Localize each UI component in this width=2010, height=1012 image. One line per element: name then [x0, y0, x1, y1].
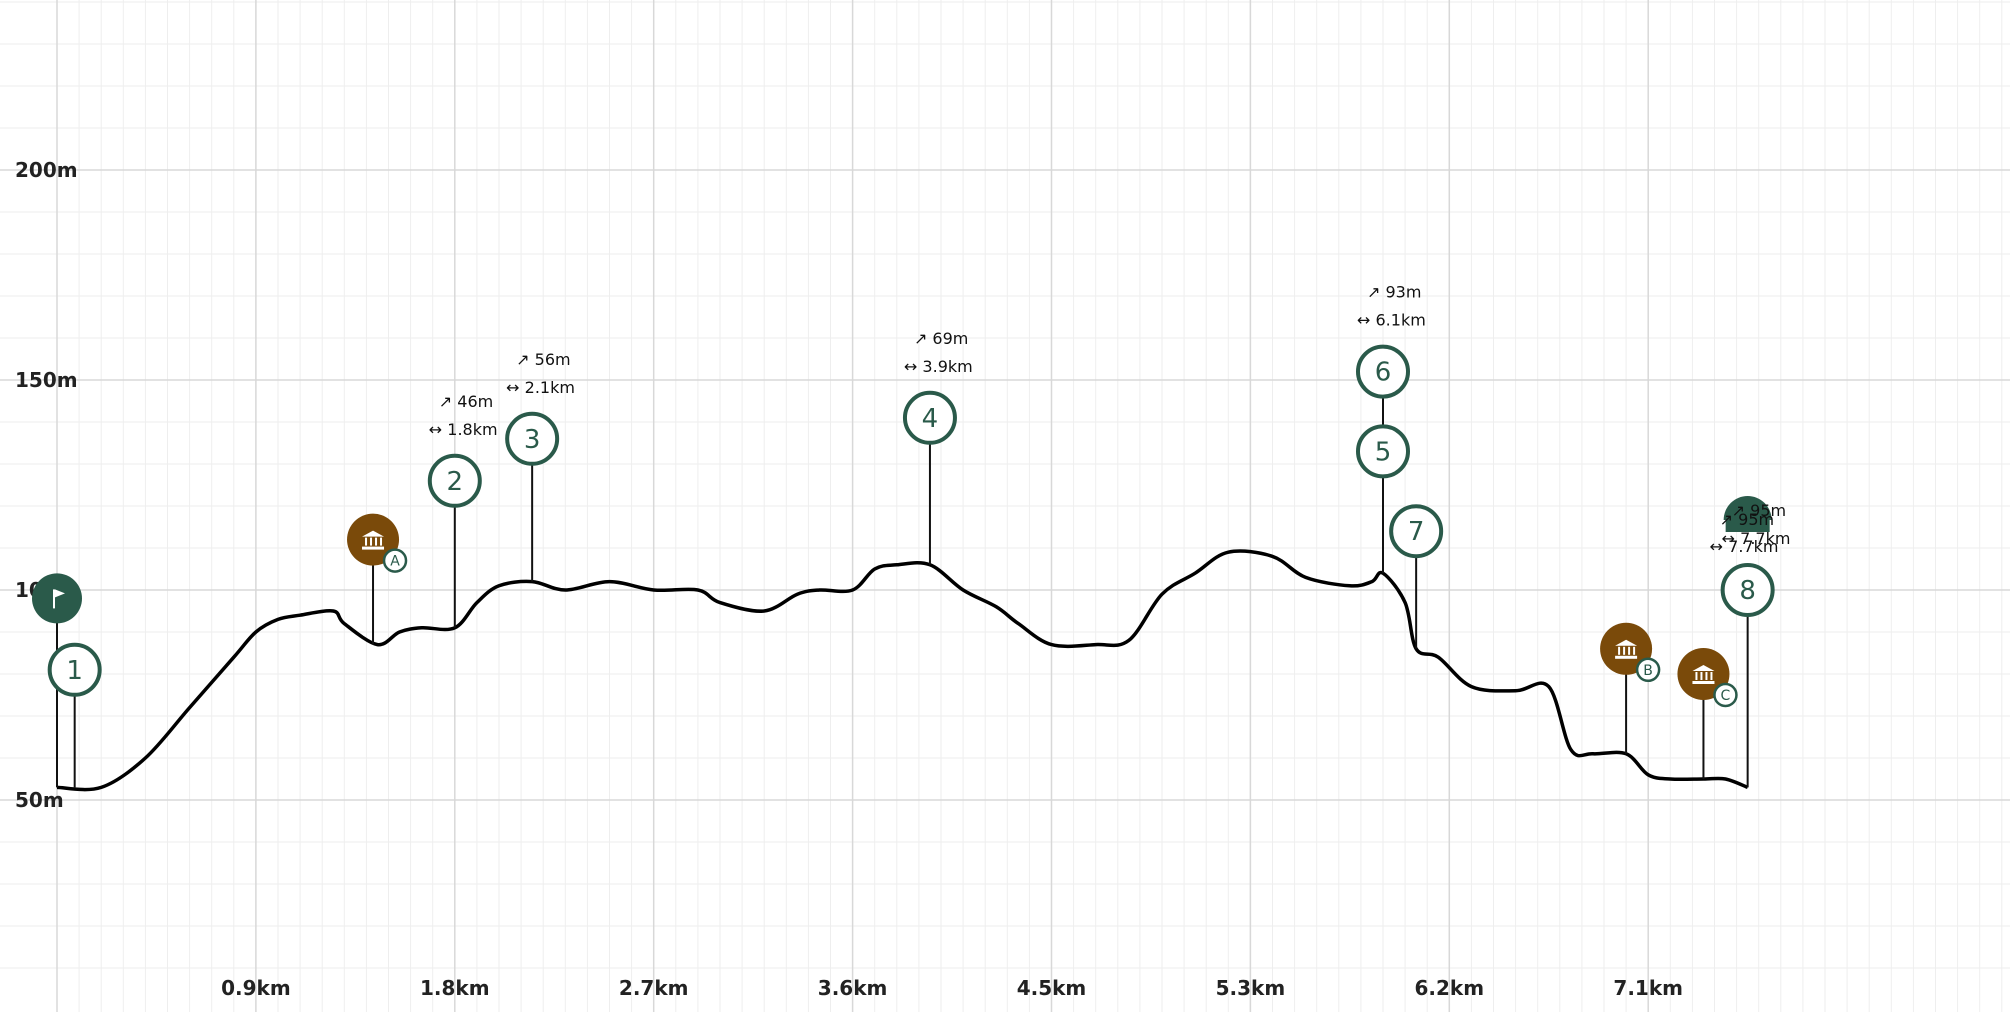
distance-stat: ↔ 7.7km — [1722, 529, 1791, 548]
poi-letter: C — [1721, 688, 1731, 704]
distance-stat: ↔ 1.8km — [429, 420, 498, 439]
markers[interactable]: 1 2 3 4 5 6 7 8 A B C — [32, 344, 1775, 708]
x-tick-label: 7.1km — [1613, 976, 1683, 1000]
flag-icon — [55, 589, 65, 598]
waypoint-number: 1 — [66, 656, 83, 686]
museum-icon — [1705, 672, 1708, 680]
museum-icon — [362, 530, 385, 537]
waypoint-marker[interactable]: 8 — [1720, 563, 1775, 617]
poi-letter: B — [1643, 663, 1653, 679]
museum-icon — [1725, 518, 1770, 532]
museum-icon — [1700, 672, 1703, 680]
waypoint-circle — [902, 390, 957, 445]
museum-icon — [1692, 665, 1715, 671]
waypoint-marker[interactable]: 6 — [1356, 344, 1410, 399]
waypoint-circle — [1389, 504, 1444, 559]
museum-icon — [380, 537, 383, 546]
waypoint-number: 8 — [1739, 576, 1756, 606]
climb-stat: ↗ 56m — [516, 350, 570, 369]
waypoint-number: 7 — [1408, 517, 1425, 547]
waypoint-circle — [505, 411, 560, 466]
climb-stat: ↗ 95m — [1720, 510, 1774, 529]
start-marker[interactable] — [32, 573, 82, 624]
y-tick-label: 200m — [15, 158, 78, 182]
waypoint-marker[interactable]: 2 — [427, 453, 482, 508]
segment-stats: ↗ 46m ↔ 1.8km ↗ 56m ↔ 2.1km ↗ 69m ↔ 3.9km ↗ 93… — [429, 283, 1791, 556]
waypoint-circle — [47, 642, 102, 697]
museum-icon — [1615, 639, 1638, 646]
x-tick-label: 1.8km — [420, 976, 490, 1000]
x-tick-label: 2.7km — [619, 976, 689, 1000]
distance-stat: ↔ 7.7km — [1710, 537, 1779, 556]
elevation-line — [56, 549, 1749, 792]
poi-badge — [1635, 657, 1661, 683]
waypoint-circle — [427, 453, 482, 508]
museum-icon — [375, 537, 378, 546]
x-tick-label: 0.9km — [221, 976, 291, 1000]
waypoint-number: 2 — [447, 467, 464, 497]
distance-stat: ↔ 2.1km — [506, 378, 575, 397]
museum-icon — [365, 537, 368, 546]
overlap-marker[interactable] — [1723, 496, 1772, 532]
x-tick-label: 5.3km — [1216, 976, 1286, 1000]
waypoint-marker[interactable]: 3 — [505, 411, 560, 466]
waypoint-circle — [1356, 344, 1410, 399]
climb-stat: ↗ 93m — [1367, 283, 1421, 302]
museum-icon — [1623, 646, 1626, 655]
museum-icon — [1633, 646, 1636, 655]
x-tick-label: 4.5km — [1017, 976, 1087, 1000]
y-axis-labels: 50m100m150m200m — [15, 158, 78, 812]
poi-letter: A — [390, 554, 400, 570]
museum-icon — [1695, 672, 1698, 680]
x-tick-label: 3.6km — [818, 976, 888, 1000]
poi-marker[interactable]: C — [1677, 648, 1738, 708]
waypoint-number: 4 — [922, 404, 939, 434]
x-tick-label: 6.2km — [1415, 976, 1485, 1000]
poi-marker[interactable]: A — [347, 513, 408, 573]
waypoint-number: 5 — [1375, 437, 1392, 467]
waypoint-number: 6 — [1375, 358, 1392, 388]
x-axis-labels: 0.9km 1.8km 2.7km 3.6km 4.5km 5.3km 6.2km 7.1km — [221, 976, 1683, 1000]
museum-icon — [1692, 681, 1715, 684]
museum-icon — [1618, 646, 1621, 655]
waypoint-marker[interactable]: 1 — [47, 642, 102, 697]
y-tick-label: 50m — [15, 788, 64, 812]
museum-icon — [1710, 672, 1713, 680]
climb-stat: ↗ 46m — [439, 392, 493, 411]
start-circle — [32, 573, 82, 624]
poi-marker[interactable]: B — [1600, 622, 1661, 683]
distance-stat: ↔ 6.1km — [1357, 311, 1426, 330]
y-tick-label: 150m — [15, 368, 78, 392]
distance-stat: ↔ 3.9km — [904, 357, 973, 376]
museum-icon — [1723, 496, 1772, 520]
marker-stems — [56, 371, 1749, 788]
climb-stat: ↗ 95m — [1732, 501, 1786, 520]
poi-badge — [382, 548, 408, 573]
waypoint-marker[interactable]: 4 — [902, 390, 957, 445]
museum-icon — [1628, 646, 1631, 655]
climb-stat: ↗ 69m — [914, 329, 968, 348]
waypoint-marker[interactable]: 7 — [1389, 504, 1444, 559]
poi-badge — [1713, 682, 1738, 708]
waypoint-number: 3 — [524, 425, 541, 455]
museum-icon — [370, 537, 373, 546]
waypoint-marker[interactable]: 5 — [1356, 424, 1410, 479]
waypoint-circle — [1720, 563, 1775, 617]
museum-icon — [1615, 655, 1638, 659]
waypoint-circle — [1356, 424, 1410, 479]
museum-icon — [362, 546, 385, 550]
elevation-profile — [56, 549, 1749, 792]
